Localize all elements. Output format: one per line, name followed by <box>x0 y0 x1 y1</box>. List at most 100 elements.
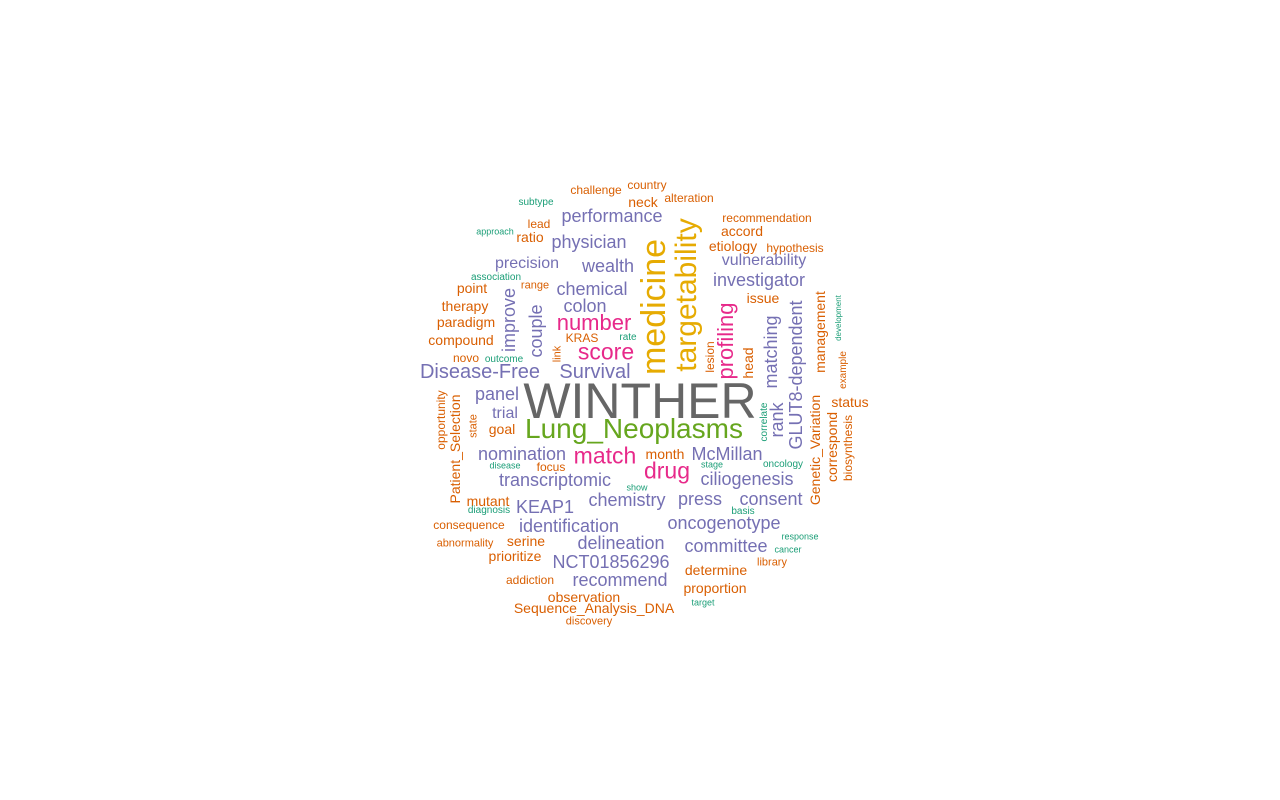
cloud-word: transcriptomic <box>498 470 612 490</box>
cloud-word: state <box>467 414 480 438</box>
cloud-word: abnormality <box>436 537 494 550</box>
cloud-word: rate <box>619 332 637 343</box>
cloud-word: discovery <box>565 615 613 628</box>
cloud-word: opportunity <box>434 390 448 450</box>
cloud-word: compound <box>428 332 494 348</box>
cloud-word: Survival <box>559 361 631 383</box>
cloud-word: Lung_Neoplasms <box>525 413 743 444</box>
cloud-word: performance <box>561 206 663 226</box>
cloud-word: subtype <box>518 197 554 208</box>
cloud-word: etiology <box>708 238 758 254</box>
cloud-word: lead <box>527 217 551 231</box>
cloud-word: consent <box>739 489 803 509</box>
cloud-word: correspond <box>824 411 840 483</box>
cloud-word: McMillan <box>691 444 763 464</box>
cloud-word: novo <box>452 351 480 365</box>
cloud-word: show <box>626 482 648 493</box>
cloud-word: cancer <box>774 544 802 555</box>
cloud-word: committee <box>684 536 768 556</box>
cloud-word: target <box>691 597 715 608</box>
cloud-word: Genetic_Variation <box>807 394 823 506</box>
cloud-word: example <box>838 351 849 389</box>
cloud-word: stage <box>700 459 724 470</box>
cloud-word: KRAS <box>565 331 599 345</box>
cloud-word: WINTHER <box>523 373 757 429</box>
cloud-word: couple <box>526 304 546 358</box>
cloud-word: issue <box>746 290 780 306</box>
cloud-word: therapy <box>441 298 489 314</box>
cloud-word: point <box>456 280 488 296</box>
cloud-word: proportion <box>683 580 747 596</box>
cloud-word: observation <box>547 589 621 605</box>
cloud-word: management <box>812 291 828 373</box>
cloud-word: alteration <box>664 191 714 205</box>
cloud-word: precision <box>494 255 560 272</box>
cloud-word: month <box>645 446 685 462</box>
cloud-word: hypothesis <box>766 241 824 255</box>
cloud-word: physician <box>551 232 627 252</box>
cloud-word: wealth <box>581 256 635 276</box>
cloud-word: delineation <box>577 533 665 553</box>
cloud-word: profiling <box>713 302 738 380</box>
cloud-word: focus <box>536 460 566 474</box>
cloud-word: head <box>740 347 756 379</box>
cloud-word: rank <box>767 402 787 438</box>
cloud-word: ratio <box>516 229 544 245</box>
cloud-word: drug <box>643 457 691 484</box>
cloud-word: vulnerability <box>721 252 807 269</box>
cloud-word: Patient_Selection <box>447 394 463 504</box>
cloud-word: response <box>781 531 819 542</box>
cloud-word: challenge <box>570 183 622 197</box>
cloud-word: recommendation <box>722 211 812 225</box>
cloud-word: ciliogenesis <box>700 469 794 489</box>
cloud-word: approach <box>476 226 514 237</box>
cloud-word: disease <box>489 460 521 471</box>
cloud-word: press <box>677 489 723 509</box>
cloud-word: basis <box>731 506 755 517</box>
cloud-word: chemical <box>556 279 628 299</box>
cloud-word: mutant <box>466 493 510 509</box>
cloud-word: lesion <box>703 341 717 373</box>
cloud-word: correlate <box>759 402 770 442</box>
cloud-word: addiction <box>505 573 555 587</box>
cloud-word: number <box>556 310 632 335</box>
cloud-word: neck <box>628 194 658 210</box>
cloud-word: Sequence_Analysis_DNA <box>513 600 675 616</box>
cloud-word: association <box>470 272 522 283</box>
cloud-word: matching <box>761 315 781 389</box>
cloud-word: KEAP1 <box>515 497 575 517</box>
cloud-word: recommend <box>572 570 668 590</box>
cloud-word: prioritize <box>488 548 542 564</box>
cloud-word: diagnosis <box>467 505 511 516</box>
cloud-word: panel <box>474 384 520 404</box>
cloud-word: serine <box>506 533 546 549</box>
cloud-word: colon <box>563 296 607 316</box>
cloud-word: paradigm <box>436 314 496 330</box>
cloud-word: GLUT8-dependent <box>786 300 806 450</box>
cloud-word: oncogenotype <box>667 513 781 533</box>
cloud-word: match <box>573 442 637 469</box>
cloud-word: targetability <box>670 218 703 372</box>
cloud-word: status <box>831 394 869 410</box>
cloud-word: NCT01856296 <box>552 552 670 572</box>
cloud-word: biosynthesis <box>841 414 855 482</box>
cloud-word: investigator <box>712 270 806 290</box>
cloud-word: accord <box>720 223 764 239</box>
cloud-word: library <box>757 556 787 569</box>
cloud-word: range <box>520 279 550 292</box>
cloud-word: identification <box>518 516 620 536</box>
cloud-word: development <box>834 295 843 341</box>
cloud-word: medicine <box>635 238 673 376</box>
cloud-word: score <box>577 338 635 365</box>
cloud-word: country <box>627 178 667 192</box>
cloud-word: outcome <box>484 354 524 365</box>
cloud-word: link <box>551 345 564 363</box>
cloud-word: goal <box>488 421 516 437</box>
cloud-word: improve <box>499 287 519 353</box>
cloud-word: oncology <box>762 459 804 470</box>
cloud-word: Disease-Free <box>419 361 541 383</box>
cloud-word: nomination <box>477 444 567 464</box>
cloud-word: chemistry <box>588 490 666 510</box>
cloud-word: determine <box>684 562 748 578</box>
